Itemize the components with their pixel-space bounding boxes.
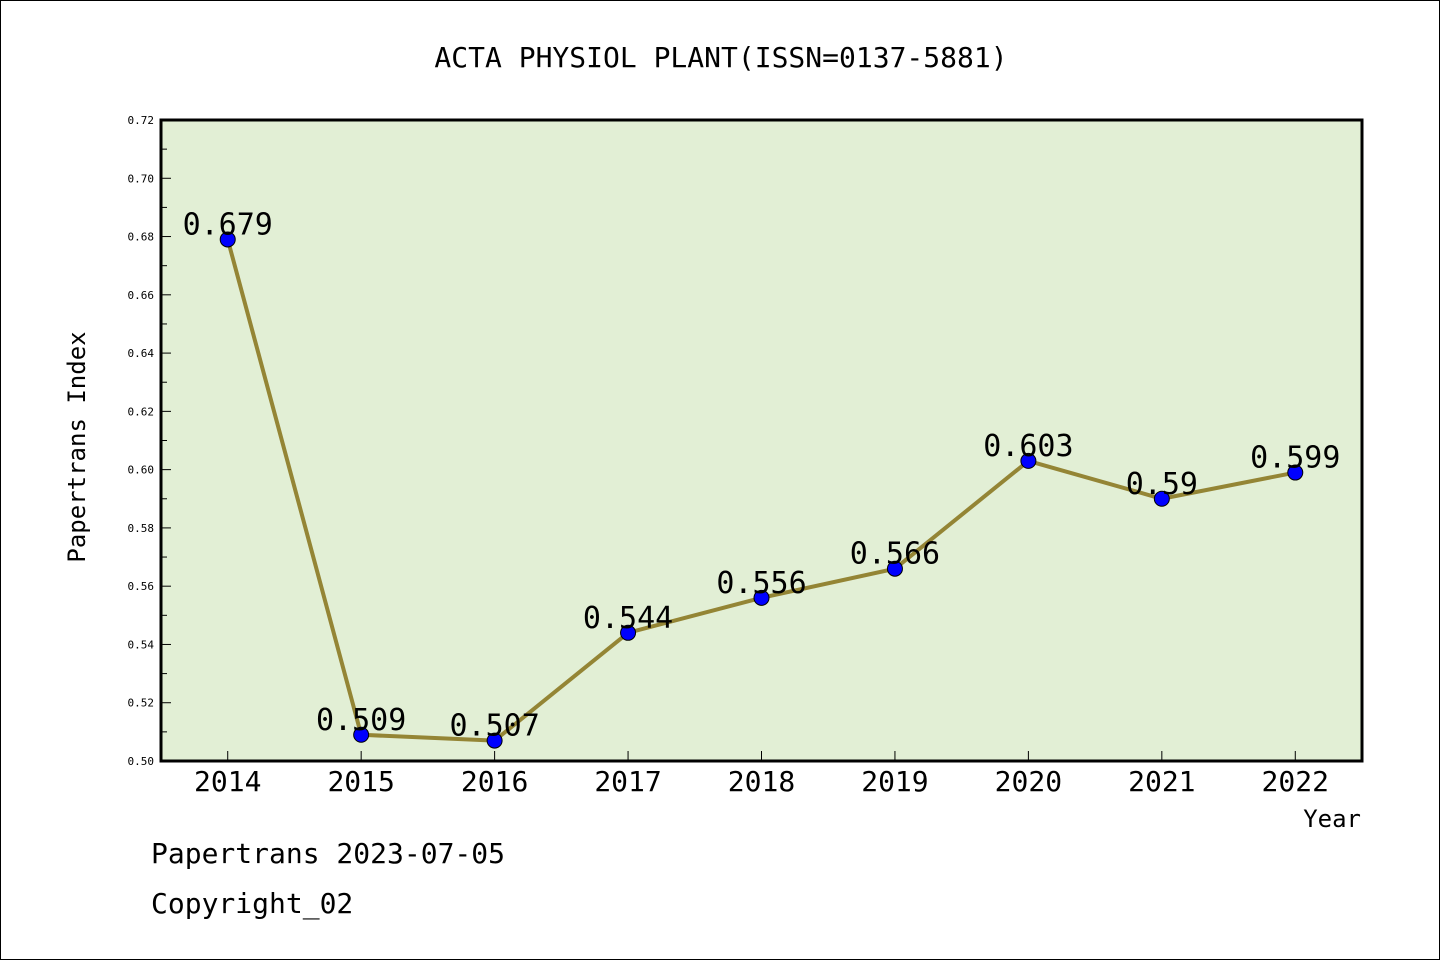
x-tick-label: 2016 xyxy=(461,765,528,798)
data-label: 0.59 xyxy=(1126,467,1198,502)
y-tick-label: 0.64 xyxy=(128,347,155,360)
footer-copyright-text: Copyright_02 xyxy=(151,887,354,920)
y-tick-label: 0.52 xyxy=(128,697,155,710)
data-label: 0.679 xyxy=(183,207,273,242)
data-label: 0.507 xyxy=(449,709,539,744)
y-axis: 0.50 0.52 0.54 0.56 0.58 0.60 0.62 0.64 0.66 0.68… xyxy=(128,114,171,768)
x-tick-label: 2017 xyxy=(594,765,661,798)
data-label: 0.556 xyxy=(716,566,806,601)
y-tick-label: 0.60 xyxy=(128,464,155,477)
data-label: 0.603 xyxy=(983,429,1073,464)
x-tick-label: 2014 xyxy=(194,765,261,798)
data-point xyxy=(1287,464,1304,481)
data-point xyxy=(753,589,770,606)
x-tick-label: 2020 xyxy=(995,765,1062,798)
x-tick-label: 2019 xyxy=(861,765,928,798)
x-tick-label: 2015 xyxy=(327,765,394,798)
x-tick-label: 2021 xyxy=(1128,765,1195,798)
data-label: 0.566 xyxy=(850,537,940,572)
y-tick-label: 0.68 xyxy=(128,231,155,244)
x-axis: 2014 2015 2016 2017 2018 2019 2020 2021 2022 xyxy=(194,751,1329,798)
y-tick-label: 0.50 xyxy=(128,755,155,768)
data-point xyxy=(620,624,637,641)
data-label: 0.544 xyxy=(583,601,673,636)
plot-area xyxy=(159,118,1364,763)
y-tick-label: 0.72 xyxy=(128,114,155,127)
y-tick-label: 0.70 xyxy=(128,172,155,185)
footer-date-text: Papertrans 2023-07-05 xyxy=(151,837,506,870)
y-tick-label: 0.56 xyxy=(128,580,155,593)
x-tick-label: 2018 xyxy=(728,765,795,798)
data-label: 0.599 xyxy=(1250,441,1340,476)
data-point xyxy=(486,732,503,749)
data-point xyxy=(1020,452,1037,469)
x-axis-title: Year xyxy=(1303,805,1361,833)
data-point xyxy=(886,560,903,577)
y-tick-label: 0.58 xyxy=(128,522,155,535)
data-point xyxy=(219,231,236,248)
data-labels-group: 0.679 0.509 0.507 0.544 0.556 0.566 0.603 0.59 0… xyxy=(183,207,1341,743)
series-line-group xyxy=(219,231,1304,749)
y-axis-title: Papertrans Index xyxy=(63,331,91,562)
y-tick-label: 0.62 xyxy=(128,405,155,418)
y-tick-label: 0.54 xyxy=(128,638,155,651)
y-tick-label: 0.66 xyxy=(128,289,155,302)
data-point xyxy=(353,726,370,743)
chart-title: ACTA PHYSIOL PLANT(ISSN=0137-5881) xyxy=(434,41,1007,74)
x-tick-label: 2022 xyxy=(1262,765,1329,798)
data-point xyxy=(1153,490,1170,507)
data-label: 0.509 xyxy=(316,703,406,738)
